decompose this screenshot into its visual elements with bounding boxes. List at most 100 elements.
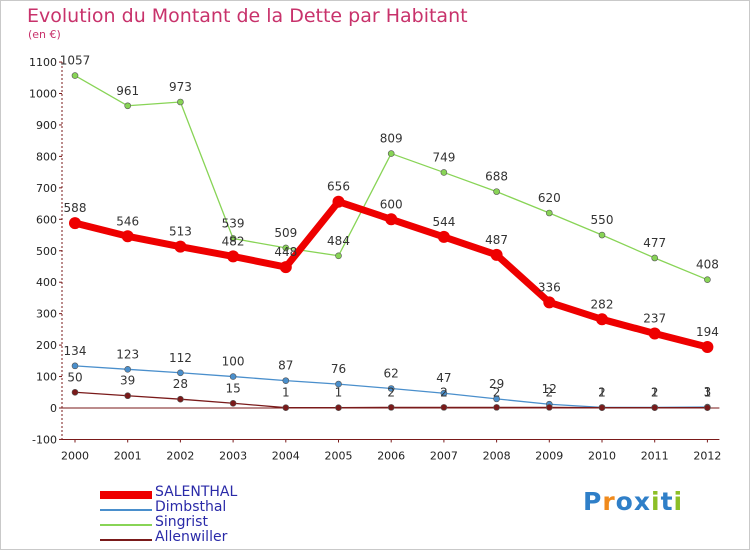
data-label-singrist: 749	[432, 150, 455, 164]
data-point-salenthal	[490, 248, 503, 261]
data-label-dimbsthal: 112	[169, 351, 192, 365]
data-point-singrist	[704, 276, 711, 283]
data-label-salenthal: 600	[380, 197, 403, 211]
data-label-singrist: 809	[380, 132, 403, 146]
data-point-allenwiller	[440, 404, 448, 411]
y-tick-label: 600	[36, 213, 57, 226]
legend-swatch	[100, 509, 152, 511]
x-tick-label: 2000	[61, 449, 89, 462]
y-tick-label: -100	[32, 433, 57, 446]
data-label-dimbsthal: 3	[704, 385, 712, 399]
data-label-dimbsthal: 100	[222, 355, 245, 369]
data-point-singrist	[71, 72, 79, 79]
x-tick-label: 2005	[325, 449, 353, 462]
data-point-allenwiller	[335, 404, 342, 411]
data-point-salenthal	[648, 327, 661, 340]
data-point-salenthal	[279, 261, 292, 274]
data-point-salenthal	[543, 296, 556, 309]
data-label-dimbsthal: 76	[331, 362, 346, 376]
data-point-singrist	[493, 188, 500, 195]
data-point-allenwiller	[177, 395, 184, 403]
data-label-dimbsthal: 47	[436, 371, 451, 385]
data-label-allenwiller: 1	[704, 386, 712, 400]
data-point-salenthal	[385, 213, 398, 226]
data-point-singrist	[124, 102, 131, 110]
data-label-singrist: 484	[327, 234, 350, 248]
data-point-dimbsthal	[71, 362, 79, 370]
data-point-allenwiller	[387, 404, 395, 411]
data-point-singrist	[545, 209, 553, 217]
data-label-dimbsthal: 134	[64, 344, 87, 358]
data-point-dimbsthal	[124, 366, 131, 373]
data-point-dimbsthal	[177, 369, 184, 377]
data-label-allenwiller: 2	[493, 385, 501, 399]
data-label-dimbsthal: 123	[116, 347, 139, 361]
data-label-singrist: 973	[169, 80, 192, 94]
legend-swatch	[100, 539, 152, 541]
x-tick-label: 2011	[641, 449, 669, 462]
data-label-singrist: 961	[116, 84, 139, 98]
x-tick-label: 2010	[588, 449, 616, 462]
data-label-allenwiller: 2	[440, 385, 448, 399]
data-point-singrist	[229, 235, 237, 242]
legend-label: Singrist	[155, 514, 208, 530]
data-label-salenthal: 656	[327, 180, 350, 194]
data-label-allenwiller: 1	[282, 386, 290, 400]
data-point-singrist	[598, 231, 606, 239]
data-point-singrist	[282, 244, 290, 252]
data-point-dimbsthal	[440, 389, 448, 397]
data-label-singrist: 539	[222, 216, 245, 230]
data-label-allenwiller: 2	[545, 385, 553, 399]
data-label-singrist: 408	[696, 258, 719, 272]
y-tick-label: 300	[36, 308, 57, 321]
data-label-salenthal: 546	[116, 214, 139, 228]
data-point-salenthal	[69, 217, 81, 230]
logo-letter: P	[583, 487, 603, 516]
data-point-salenthal	[332, 195, 345, 208]
data-point-allenwiller	[493, 404, 500, 411]
x-tick-label: 2008	[483, 449, 511, 462]
logo-letter: x	[633, 487, 651, 516]
data-point-singrist	[440, 169, 448, 176]
data-label-salenthal: 588	[64, 201, 87, 215]
legend-label: SALENTHAL	[155, 484, 238, 500]
data-point-dimbsthal	[229, 373, 237, 380]
data-label-salenthal: 513	[169, 225, 192, 239]
x-tick-label: 2007	[430, 449, 458, 462]
chart-unit: (en €)	[28, 28, 61, 41]
data-label-allenwiller: 1	[335, 386, 343, 400]
proxiti-logo: Proxiti	[583, 487, 683, 516]
data-label-salenthal: 487	[485, 233, 508, 247]
data-point-allenwiller	[545, 404, 553, 411]
y-tick-label: 700	[36, 182, 57, 195]
data-label-salenthal: 336	[538, 280, 561, 294]
data-point-allenwiller	[598, 404, 606, 411]
logo-letter: i	[673, 487, 684, 516]
data-point-singrist	[177, 98, 184, 106]
series-line-singrist	[74, 74, 709, 281]
data-label-dimbsthal: 87	[278, 359, 293, 373]
data-point-salenthal	[174, 240, 187, 253]
y-tick-label: 800	[36, 150, 57, 163]
data-point-allenwiller	[282, 404, 290, 411]
y-tick-label: 200	[36, 339, 57, 352]
y-tick-label: 900	[36, 119, 57, 132]
data-label-allenwiller: 15	[225, 381, 240, 395]
data-label-dimbsthal: 2	[598, 385, 606, 399]
x-tick-label: 2003	[219, 449, 247, 462]
data-label-singrist: 620	[538, 191, 561, 205]
data-point-dimbsthal	[493, 395, 500, 403]
data-point-singrist	[387, 150, 395, 157]
data-label-salenthal: 237	[643, 311, 666, 325]
x-tick-label: 2006	[377, 449, 405, 462]
data-point-salenthal	[701, 340, 714, 353]
y-tick-label: 0	[50, 402, 57, 415]
y-tick-label: 1100	[29, 56, 57, 69]
x-tick-label: 2009	[535, 449, 563, 462]
data-point-dimbsthal	[387, 385, 395, 392]
data-label-allenwiller: 28	[173, 377, 188, 391]
data-label-salenthal: 482	[222, 234, 245, 248]
logo-letter: o	[615, 487, 634, 516]
data-point-salenthal	[596, 313, 608, 326]
